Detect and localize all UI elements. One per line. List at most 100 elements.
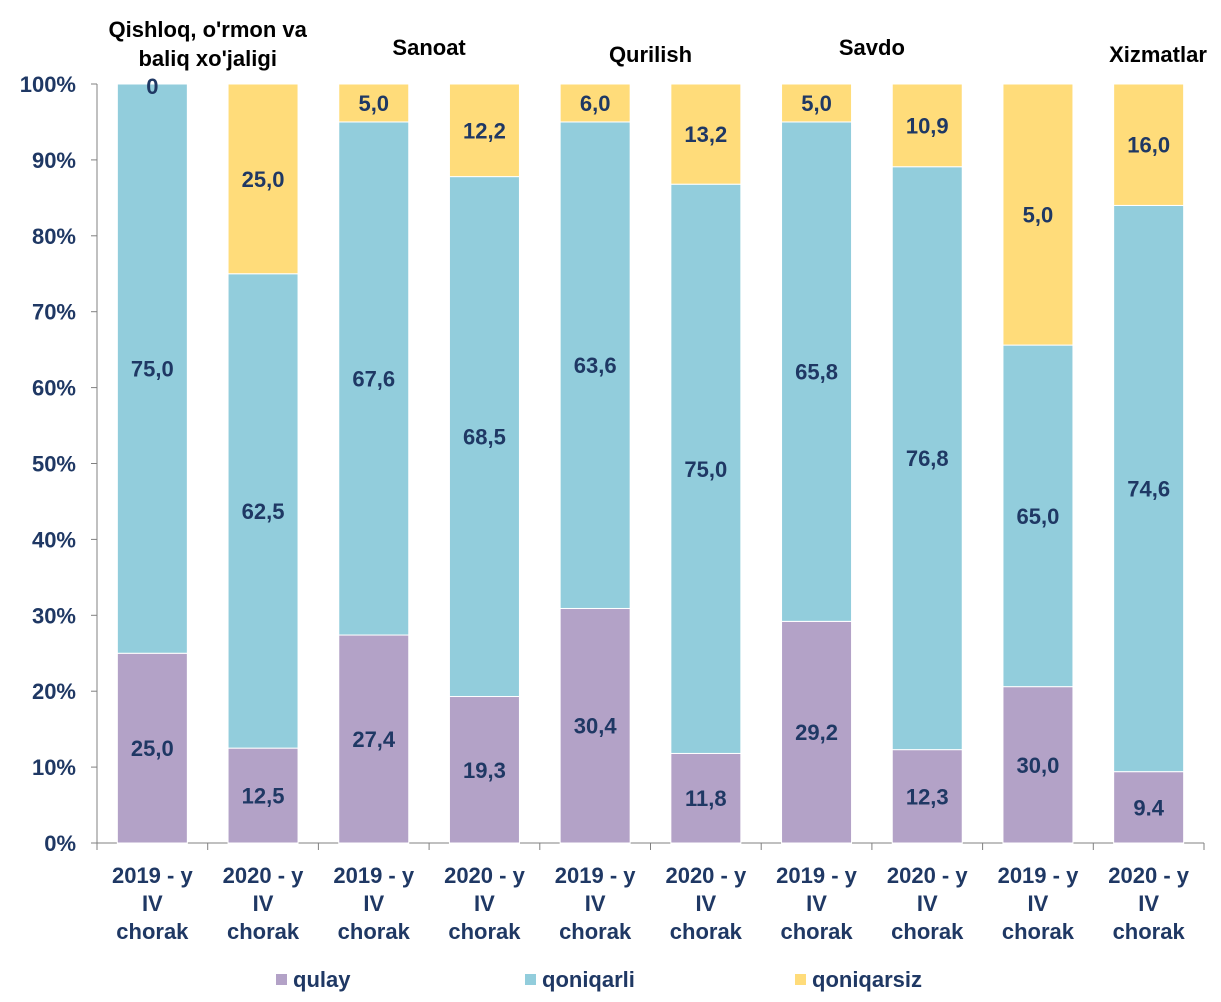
bar-segment-qulay bbox=[116, 652, 188, 844]
bar-segment-qulay bbox=[781, 620, 853, 844]
legend-label-qulay: qulay bbox=[293, 967, 351, 992]
data-label-qoniqarli: 75,0 bbox=[131, 357, 174, 382]
x-category-label: 2019 - y bbox=[555, 863, 636, 888]
y-tick-label: 10% bbox=[32, 755, 76, 780]
bar-segment-qulay bbox=[338, 634, 410, 844]
bar-segment-qoniqarsiz bbox=[670, 83, 742, 185]
x-category-label: 2019 - y bbox=[998, 863, 1079, 888]
data-label-qoniqarsiz: 0 bbox=[146, 74, 158, 99]
y-tick-label: 100% bbox=[20, 72, 76, 97]
x-category-label: IV bbox=[142, 891, 163, 916]
legend-swatch-qoniqarsiz bbox=[795, 974, 806, 985]
bar-segment-qoniqarli bbox=[1113, 204, 1185, 773]
data-label-qoniqarli: 65,0 bbox=[1017, 504, 1060, 529]
bar-segment-qoniqarsiz bbox=[227, 83, 299, 275]
bar-segment-qoniqarli bbox=[116, 83, 188, 654]
x-category-label: chorak bbox=[227, 919, 300, 944]
bar-segment-qoniqarsiz bbox=[1002, 83, 1074, 346]
bar-segment-qoniqarli bbox=[559, 121, 631, 609]
bar-segment-qoniqarli bbox=[448, 176, 520, 698]
bar-segment-qulay bbox=[1113, 771, 1185, 844]
x-category-label: IV bbox=[1138, 891, 1159, 916]
bar-segment-qoniqarli bbox=[338, 121, 410, 636]
data-label-qulay: 27,4 bbox=[352, 727, 396, 752]
data-label-qoniqarli: 63,6 bbox=[574, 353, 617, 378]
legend-swatch-qulay bbox=[276, 974, 287, 985]
data-label-qoniqarsiz: 10,9 bbox=[906, 113, 949, 138]
data-label-qulay: 30,4 bbox=[574, 714, 618, 739]
data-label-qoniqarsiz: 13,2 bbox=[684, 122, 727, 147]
x-category-label: chorak bbox=[1113, 919, 1186, 944]
x-category-label: chorak bbox=[116, 919, 189, 944]
y-tick-label: 80% bbox=[32, 224, 76, 249]
bar-segment-qulay bbox=[670, 752, 742, 844]
legend-swatch-qoniqarli bbox=[525, 974, 536, 985]
x-category-label: IV bbox=[695, 891, 716, 916]
x-category-label: IV bbox=[253, 891, 274, 916]
bar-segment-qulay bbox=[1002, 686, 1074, 844]
x-category-label: 2019 - y bbox=[776, 863, 857, 888]
y-tick-label: 20% bbox=[32, 679, 76, 704]
legend-label-qoniqarli: qoniqarli bbox=[542, 967, 635, 992]
data-label-qulay: 30,0 bbox=[1017, 753, 1060, 778]
bar-segment-qoniqarli bbox=[670, 183, 742, 754]
bar-segment-qulay bbox=[448, 696, 520, 844]
x-category-label: chorak bbox=[448, 919, 521, 944]
x-category-label: 2020 - y bbox=[223, 863, 304, 888]
y-tick-label: 50% bbox=[32, 452, 76, 477]
bar-segment-qoniqarsiz bbox=[338, 83, 410, 123]
data-label-qoniqarsiz: 5,0 bbox=[1023, 203, 1054, 228]
group-title: Qishloq, o'rmon va bbox=[109, 17, 308, 42]
group-title: baliq xo'jaligi bbox=[138, 46, 276, 71]
x-category-label: chorak bbox=[670, 919, 743, 944]
data-label-qulay: 9.4 bbox=[1133, 795, 1164, 820]
x-category-label: IV bbox=[806, 891, 827, 916]
bar-segment-qulay bbox=[891, 749, 963, 844]
bar-segment-qoniqarli bbox=[227, 273, 299, 749]
bar-segment-qoniqarsiz bbox=[781, 83, 853, 123]
bar-segment-qoniqarli bbox=[891, 166, 963, 751]
data-label-qulay: 12,5 bbox=[242, 784, 285, 809]
x-category-label: chorak bbox=[891, 919, 964, 944]
bar-segment-qulay bbox=[559, 607, 631, 844]
group-title: Savdo bbox=[839, 35, 905, 60]
data-label-qoniqarli: 67,6 bbox=[352, 366, 395, 391]
x-category-label: 2019 - y bbox=[112, 863, 193, 888]
x-category-label: chorak bbox=[1002, 919, 1075, 944]
bar-segment-qoniqarli bbox=[781, 121, 853, 622]
data-label-qoniqarli: 75,0 bbox=[684, 457, 727, 482]
data-label-qulay: 11,8 bbox=[685, 786, 727, 811]
data-label-qoniqarli: 76,8 bbox=[906, 446, 949, 471]
data-label-qoniqarsiz: 5,0 bbox=[358, 91, 389, 116]
x-category-label: IV bbox=[585, 891, 606, 916]
data-label-qoniqarli: 65,8 bbox=[795, 360, 838, 385]
y-tick-label: 60% bbox=[32, 376, 76, 401]
x-category-label: chorak bbox=[559, 919, 632, 944]
data-label-qulay: 19,3 bbox=[463, 758, 506, 783]
data-label-qulay: 25,0 bbox=[131, 736, 174, 761]
data-label-qoniqarsiz: 5,0 bbox=[801, 91, 832, 116]
x-category-label: IV bbox=[917, 891, 938, 916]
data-label-qoniqarsiz: 6,0 bbox=[580, 91, 611, 116]
data-label-qoniqarsiz: 25,0 bbox=[242, 167, 285, 192]
x-category-label: 2020 - y bbox=[444, 863, 525, 888]
data-label-qulay: 12,3 bbox=[906, 784, 949, 809]
data-label-qoniqarsiz: 16,0 bbox=[1127, 133, 1170, 158]
group-title: Qurilish bbox=[609, 42, 692, 67]
y-tick-label: 70% bbox=[32, 300, 76, 325]
bar-segment-qoniqarsiz bbox=[559, 83, 631, 123]
x-category-label: 2020 - y bbox=[665, 863, 746, 888]
data-label-qoniqarli: 62,5 bbox=[242, 499, 285, 524]
x-category-label: 2020 - y bbox=[1108, 863, 1189, 888]
y-tick-label: 30% bbox=[32, 603, 76, 628]
y-tick-label: 40% bbox=[32, 527, 76, 552]
x-category-label: chorak bbox=[338, 919, 411, 944]
bar-segment-qoniqarsiz bbox=[1113, 83, 1185, 206]
bar-segment-qoniqarsiz bbox=[448, 83, 520, 178]
x-category-label: IV bbox=[363, 891, 384, 916]
x-category-label: IV bbox=[1028, 891, 1049, 916]
x-category-label: IV bbox=[474, 891, 495, 916]
bar-segment-qoniqarsiz bbox=[891, 83, 963, 168]
